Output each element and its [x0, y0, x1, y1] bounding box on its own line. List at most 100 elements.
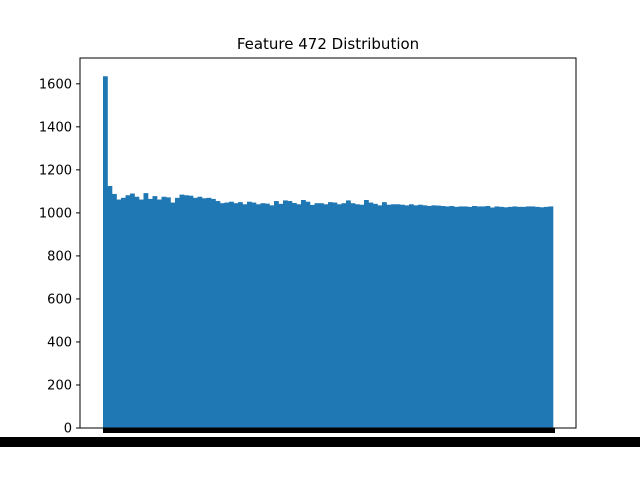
histogram-bar: [269, 205, 275, 428]
histogram-bar: [395, 204, 401, 428]
histogram-bar: [260, 203, 266, 428]
y-tick-label: 200: [47, 378, 72, 393]
histogram-bar: [454, 206, 459, 428]
histogram-bar: [148, 198, 153, 428]
histogram-bar: [278, 203, 284, 428]
x-axis-ticks: [103, 428, 555, 433]
histogram-bar: [530, 206, 536, 428]
histogram-bar: [485, 206, 491, 428]
histogram-bar: [481, 206, 486, 428]
histogram-bar: [404, 205, 410, 428]
histogram-bar: [202, 198, 207, 428]
histogram-bar: [319, 203, 324, 428]
histogram-bar: [206, 197, 212, 428]
y-tick-label: 1000: [39, 206, 72, 221]
histogram-bar: [170, 202, 176, 428]
y-tick-label: 600: [47, 292, 72, 307]
y-axis: 0 200 400 600 800 1000 1200 1400 1600: [39, 77, 80, 437]
histogram-bar: [116, 199, 122, 428]
histogram-bar: [409, 204, 414, 428]
y-tick-label: 800: [47, 249, 72, 264]
histogram-bar: [400, 204, 405, 428]
histogram-bar: [283, 200, 288, 428]
histogram-bar: [310, 204, 315, 428]
histogram-bar: [332, 202, 338, 428]
histogram-bar: [382, 202, 387, 428]
histogram-bar: [125, 195, 131, 428]
histogram-bar: [346, 200, 351, 428]
histogram-bar: [103, 76, 108, 428]
histogram-bar: [242, 204, 248, 428]
y-tick-label: 400: [47, 335, 72, 350]
y-tick-label: 1600: [39, 77, 72, 92]
histogram-bar: [440, 206, 446, 428]
histogram-bar: [323, 204, 329, 428]
histogram-bar: [472, 206, 477, 428]
histogram-bar: [512, 206, 518, 428]
histogram-bar: [224, 202, 230, 428]
histogram-bar: [436, 205, 441, 428]
histogram-bar: [328, 202, 333, 428]
histogram-bar: [373, 203, 378, 428]
histogram-bar: [526, 206, 531, 428]
histogram-bar: [467, 206, 473, 428]
x-tick-marks: [103, 428, 555, 433]
histogram-bar: [193, 197, 198, 428]
histogram-bar: [233, 203, 239, 428]
histogram-bar: [476, 206, 482, 428]
histogram-bar: [197, 196, 203, 428]
y-tick-label: 1200: [39, 163, 72, 178]
histogram-bar: [499, 206, 504, 428]
histogram-bar: [274, 201, 279, 428]
histogram-bar: [305, 201, 311, 428]
histogram-bar: [350, 203, 356, 428]
histogram-bar: [539, 207, 545, 428]
histogram-bar: [517, 206, 522, 428]
histogram-bar: [494, 206, 500, 428]
histogram-bar: [220, 203, 225, 428]
y-tick-label: 1400: [39, 120, 72, 135]
histogram-bar: [490, 207, 495, 428]
histogram-bar: [508, 206, 513, 428]
histogram-bar: [238, 202, 243, 428]
histogram-bar: [368, 202, 374, 428]
histogram-bar: [265, 203, 270, 428]
histogram-bar: [377, 205, 383, 428]
histogram-bar: [296, 204, 302, 428]
histogram-bar: [445, 206, 450, 428]
histogram-bar: [355, 204, 360, 428]
bars-group: [103, 76, 554, 428]
histogram-bar: [503, 207, 509, 428]
histogram-bar: [427, 206, 432, 428]
histogram-bar: [179, 194, 185, 428]
histogram-bar: [215, 201, 221, 428]
histogram-bar: [418, 204, 423, 428]
histogram-bar: [391, 204, 396, 428]
histogram-bar: [359, 204, 365, 428]
histogram-bar: [175, 197, 180, 428]
histogram-bar: [211, 198, 216, 428]
histogram-bar: [166, 197, 171, 428]
histogram-bar: [287, 201, 293, 428]
histogram-bar: [130, 193, 135, 428]
histogram-bar: [386, 204, 392, 428]
histogram-bar: [544, 206, 549, 428]
histogram-bar: [251, 202, 257, 428]
x-axis-label-band: [0, 437, 640, 447]
histogram-bar: [301, 199, 306, 428]
histogram-bar: [121, 197, 126, 428]
histogram-bar: [143, 193, 149, 428]
histogram-bar: [413, 205, 419, 428]
histogram-bar: [337, 204, 342, 428]
histogram-bar: [112, 193, 117, 428]
histogram-bar: [535, 206, 540, 428]
histogram-bar: [458, 206, 464, 428]
histogram-bar: [449, 206, 455, 428]
histogram-bar: [463, 206, 468, 428]
histogram-bar: [314, 203, 320, 428]
histogram-bar: [256, 204, 261, 428]
histogram-bar: [364, 199, 369, 428]
histogram-bar: [184, 195, 189, 428]
histogram-bar: [107, 185, 113, 428]
